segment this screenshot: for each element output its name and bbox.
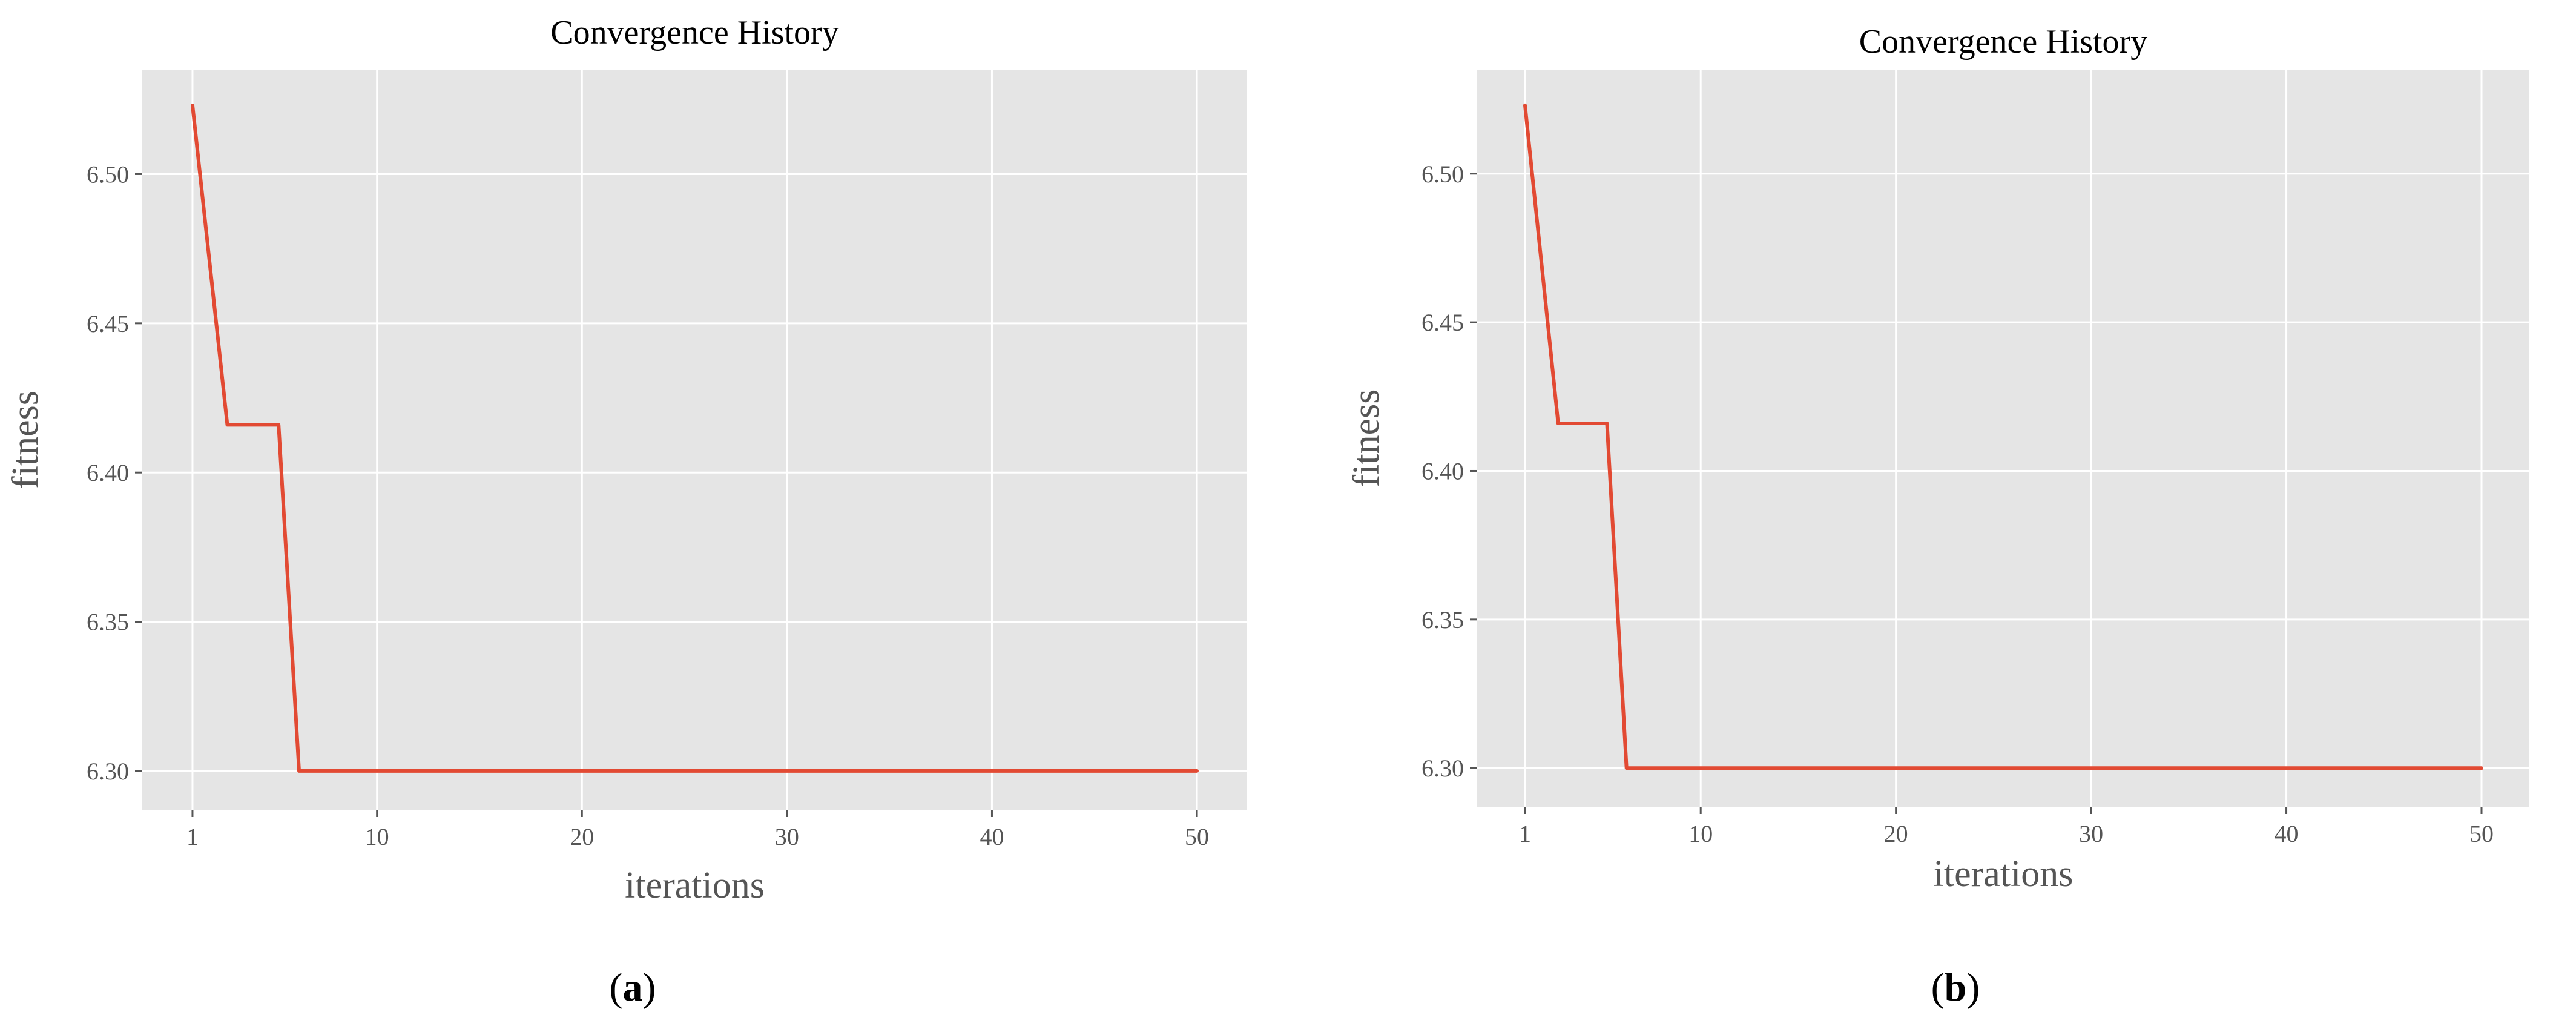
plot-area xyxy=(142,70,1247,810)
x-tick-label: 30 xyxy=(2079,820,2103,847)
y-tick-label: 6.50 xyxy=(1421,160,1464,188)
fitness-series-line xyxy=(1523,103,2483,770)
chart-title: Convergence History xyxy=(1859,23,2147,61)
caption-close-paren: ) xyxy=(1966,965,1980,1010)
caption-letter: b xyxy=(1945,965,1967,1010)
y-tick-label: 6.45 xyxy=(1421,309,1464,336)
panel-caption: (b) xyxy=(1931,965,1980,1010)
chart-title: Convergence History xyxy=(550,14,838,51)
x-axis-label: iterations xyxy=(1934,853,2074,895)
x-tick-label: 40 xyxy=(980,823,1004,850)
x-tick-label: 10 xyxy=(365,823,389,850)
x-tick-label: 1 xyxy=(186,823,199,850)
x-axis-label: iterations xyxy=(625,865,765,906)
x-tick-label: 50 xyxy=(1185,823,1209,850)
y-tick-label: 6.50 xyxy=(87,160,129,188)
panel-caption: (a) xyxy=(610,965,656,1010)
x-tick-label: 50 xyxy=(2469,820,2494,847)
plot-area xyxy=(1477,70,2529,807)
fitness-series-line xyxy=(191,104,1199,773)
x-tick-label: 20 xyxy=(1884,820,1908,847)
caption-letter: a xyxy=(623,965,643,1010)
y-tick-label: 6.40 xyxy=(1421,457,1464,485)
y-tick-label: 6.30 xyxy=(1421,755,1464,782)
x-tick-label: 20 xyxy=(570,823,594,850)
x-tick-label: 40 xyxy=(2275,820,2299,847)
caption-close-paren: ) xyxy=(643,965,656,1010)
x-tick-label: 10 xyxy=(1688,820,1713,847)
y-tick-label: 6.30 xyxy=(87,758,129,785)
panel-a: 1 10 20 30 40 50 6.30 6.35 6.40 6.45 6.50 Convergen… xyxy=(5,14,1247,1010)
y-axis-label: fitness xyxy=(1346,389,1387,488)
x-tick-label: 30 xyxy=(775,823,799,850)
caption-open-paren: ( xyxy=(610,965,623,1010)
x-tick-label: 1 xyxy=(1519,820,1531,847)
y-tick-label: 6.40 xyxy=(87,459,129,486)
y-axis-label: fitness xyxy=(5,391,46,489)
y-tick-label: 6.35 xyxy=(1421,606,1464,634)
y-tick-label: 6.35 xyxy=(87,609,129,636)
y-tick-label: 6.45 xyxy=(87,310,129,337)
panel-b: 1 10 20 30 40 50 6.30 6.35 6.40 6.45 6.50 Convergen… xyxy=(1346,23,2529,1010)
caption-open-paren: ( xyxy=(1931,965,1945,1010)
